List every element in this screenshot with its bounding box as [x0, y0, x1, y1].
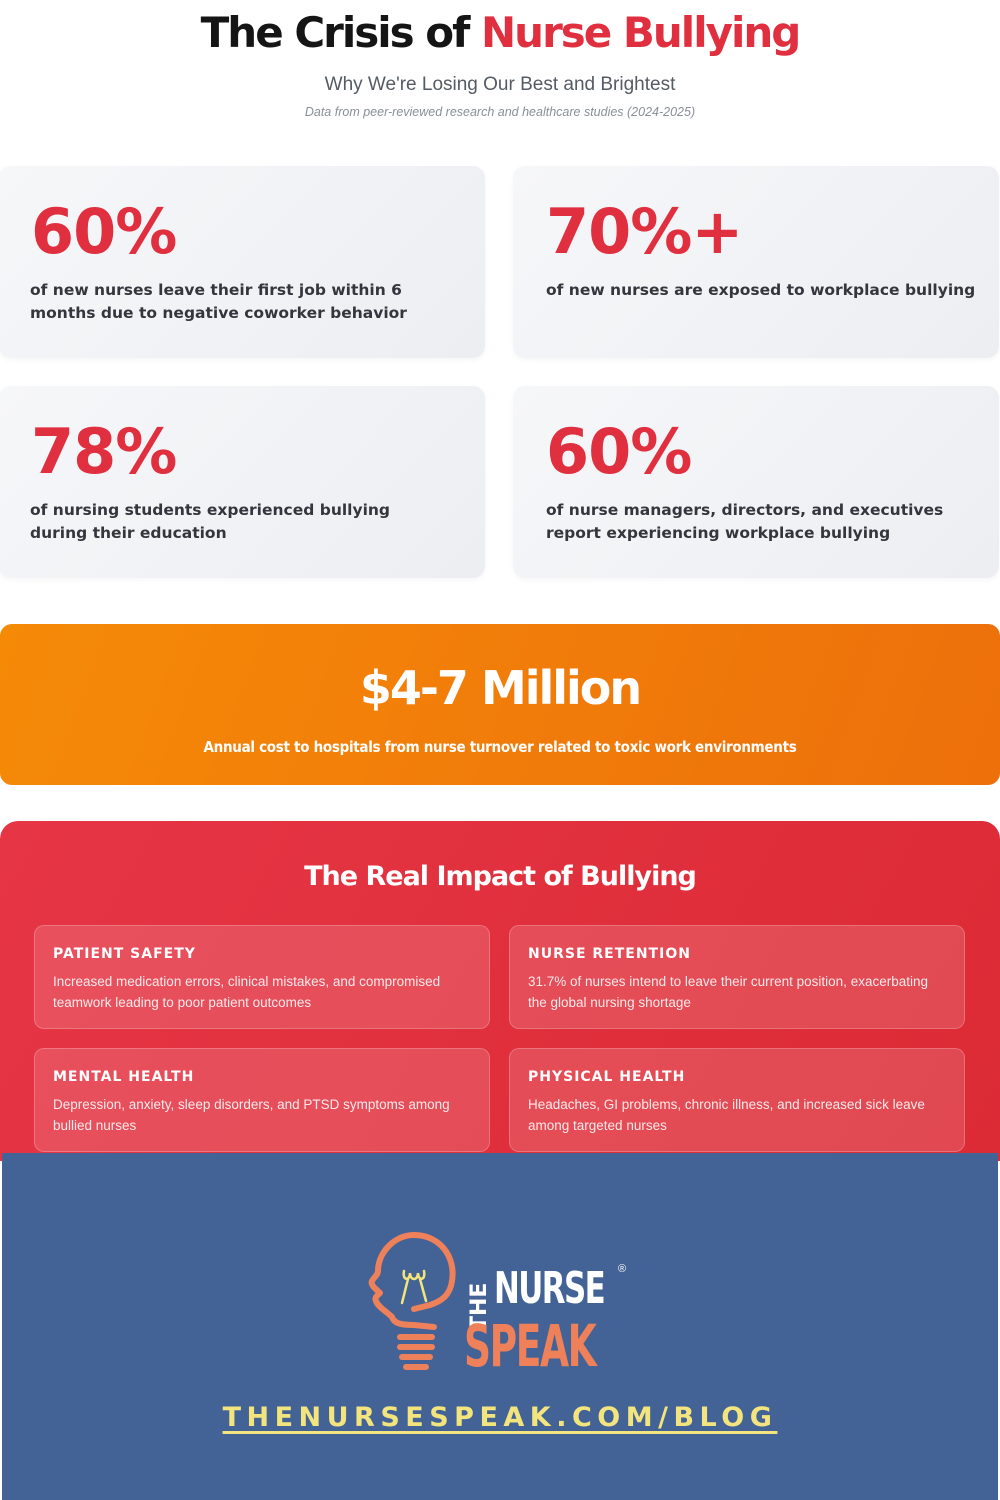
title-accent: Nurse Bullying: [481, 8, 801, 57]
page-subtitle: Why We're Losing Our Best and Brightest: [324, 74, 676, 95]
impact-label: PHYSICAL HEALTH: [528, 1069, 686, 1085]
stat-card: 60% of new nurses leave their first job …: [0, 166, 485, 358]
registered-mark: ®: [618, 1263, 627, 1275]
stat-value: 78%: [31, 415, 177, 488]
stat-value: 60%: [31, 195, 177, 268]
title-prefix: The Crisis of: [200, 8, 482, 57]
impact-label: MENTAL HEALTH: [53, 1069, 195, 1085]
stat-value: 60%: [546, 415, 692, 488]
stat-card: 60% of nurse managers, directors, and ex…: [513, 386, 999, 578]
stat-description: of new nurses are exposed to workplace b…: [546, 281, 976, 299]
stat-description: of nursing students experienced bullying…: [30, 501, 391, 542]
brand-logo[interactable]: THE NURSE ® SPEAK: [364, 1231, 634, 1381]
logo-the-wordmark: THE: [467, 1283, 492, 1331]
stat-description: of nurse managers, directors, and execut…: [546, 501, 944, 542]
footer: THE NURSE ® SPEAK THENURSESPEAK.COM/BLOG: [2, 1153, 998, 1500]
source-note: Data from peer-reviewed research and hea…: [304, 105, 696, 119]
cost-banner: $4-7 Million Annual cost to hospitals fr…: [0, 624, 1000, 785]
impact-card-patient-safety: PATIENT SAFETY Increased medication erro…: [34, 925, 490, 1029]
impact-card-mental-health: MENTAL HEALTH Depression, anxiety, sleep…: [34, 1048, 490, 1152]
impact-text: Depression, anxiety, sleep disorders, an…: [53, 1097, 450, 1133]
impact-text: 31.7% of nurses intend to leave their cu…: [528, 974, 928, 1010]
stat-description: of new nurses leave their first job with…: [30, 281, 407, 322]
impact-section: The Real Impact of Bullying PATIENT SAFE…: [0, 821, 1000, 1161]
impact-text: Increased medication errors, clinical mi…: [53, 974, 441, 1010]
blog-link[interactable]: THENURSESPEAK.COM/BLOG: [222, 1402, 778, 1433]
svg-text:THE: THE: [467, 1283, 492, 1331]
impact-title: The Real Impact of Bullying: [304, 861, 697, 892]
impact-label: PATIENT SAFETY: [53, 946, 196, 962]
lightbulb-head-icon: [368, 1232, 456, 1370]
impact-card-nurse-retention: NURSE RETENTION 31.7% of nurses intend t…: [509, 925, 965, 1029]
cost-amount: $4-7 Million: [359, 661, 642, 715]
impact-text: Headaches, GI problems, chronic illness,…: [528, 1097, 925, 1133]
logo-speak-wordmark: SPEAK: [464, 1312, 597, 1380]
impact-card-physical-health: PHYSICAL HEALTH Headaches, GI problems, …: [509, 1048, 965, 1152]
cost-caption: Annual cost to hospitals from nurse turn…: [203, 738, 797, 756]
stat-card: 78% of nursing students experienced bull…: [0, 386, 485, 578]
logo-nurse-wordmark: NURSE: [494, 1263, 606, 1314]
stat-card: 70%+ of new nurses are exposed to workpl…: [513, 166, 999, 358]
impact-label: NURSE RETENTION: [528, 946, 691, 962]
page-title: The Crisis of Nurse Bullying: [0, 8, 1000, 57]
stat-value: 70%+: [546, 195, 743, 268]
